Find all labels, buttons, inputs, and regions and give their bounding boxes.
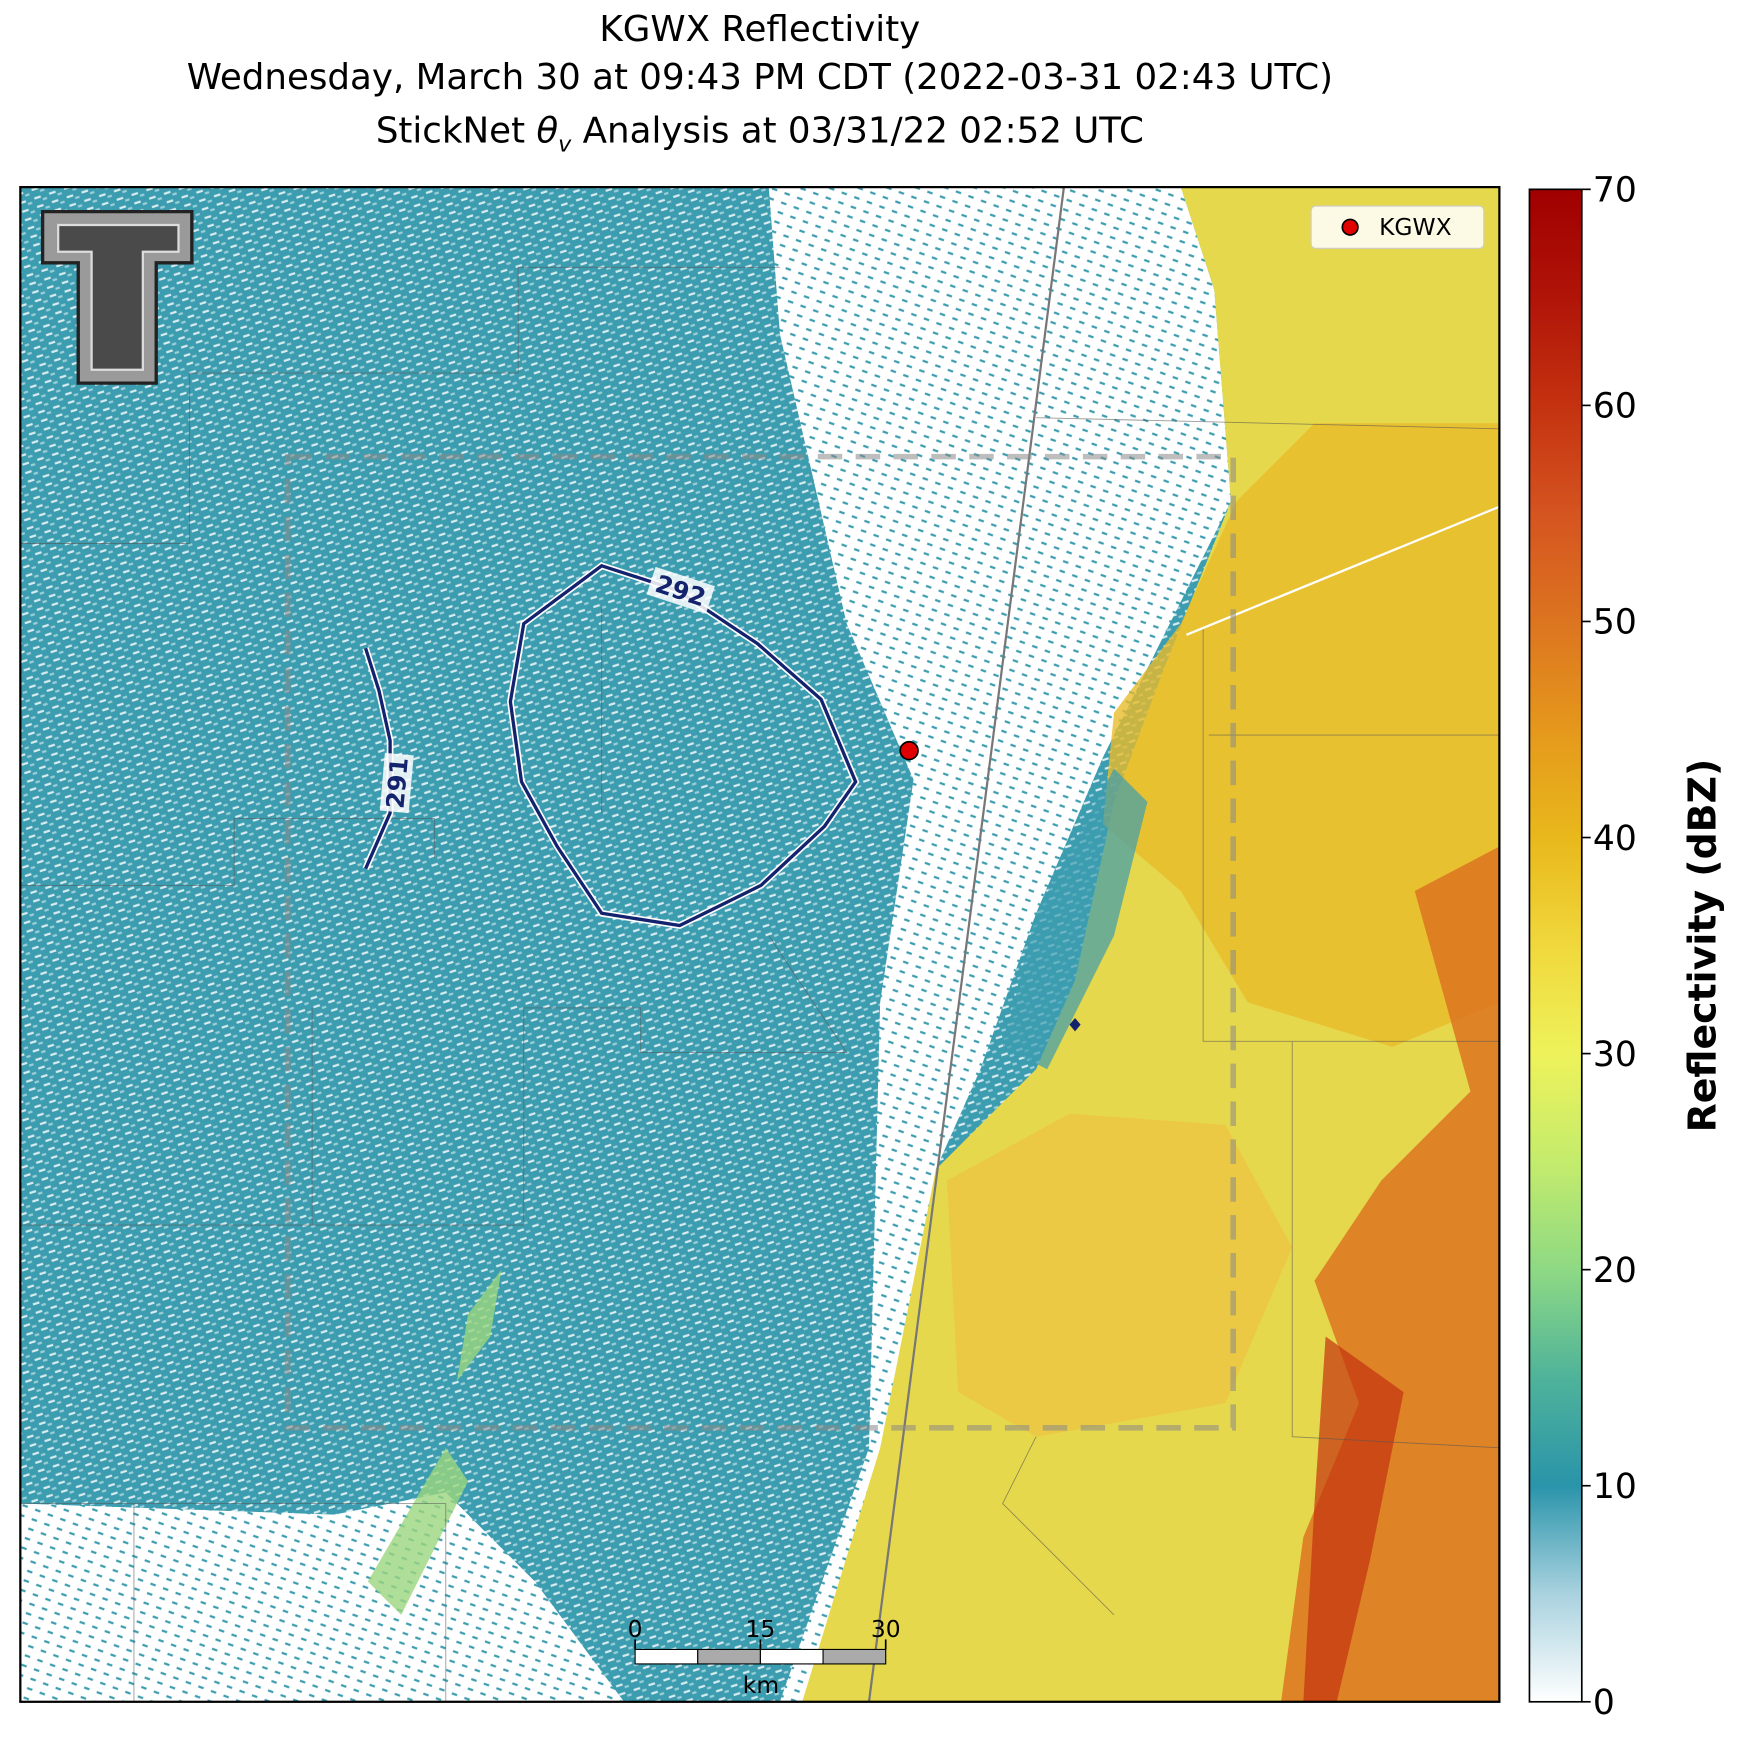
contour-label: 291: [381, 756, 414, 809]
scale-segment: [759, 1648, 824, 1665]
map-frame: [19, 185, 1501, 1703]
colorbar-tick-label: 60: [1593, 387, 1637, 427]
scale-tick-label: 0: [628, 1615, 643, 1643]
colorbar-tick-label: 70: [1593, 171, 1637, 211]
title-line-1: KGWX Reflectivity: [599, 9, 920, 50]
legend-label: KGWX: [1379, 213, 1452, 241]
colorbar-label: Reflectivity (dBZ): [1680, 759, 1724, 1133]
legend-box: [1310, 205, 1485, 249]
scale-tick-label: 30: [871, 1615, 901, 1643]
title-line-2: Wednesday, March 30 at 09:43 PM CDT (202…: [187, 57, 1333, 98]
legend: KGWX: [1310, 205, 1485, 249]
colorbar-tick-label: 40: [1593, 819, 1637, 859]
colorbar-tick-label: 50: [1593, 603, 1637, 643]
state-line: [867, 187, 1066, 1702]
county-lines: [20, 266, 1500, 1702]
legend-marker: [1341, 218, 1359, 236]
gust-front-band: [1002, 768, 1148, 1070]
title-line-3: StickNet θv Analysis at 03/31/22 02:52 U…: [376, 111, 1144, 158]
map: 292 291: [20, 187, 1500, 1702]
scale-unit: km: [743, 1671, 779, 1699]
colorbar-tick-label: 20: [1593, 1251, 1637, 1291]
radar-site: [899, 740, 919, 761]
radial-artifact: [1185, 505, 1500, 636]
moderate-precip: [946, 1113, 1293, 1437]
title-subscript: v: [558, 131, 572, 157]
colorbar-tick-label: 10: [1593, 1467, 1637, 1507]
rain-band: [367, 1269, 502, 1615]
title-text: StickNet: [376, 111, 537, 152]
scale-segment: [822, 1648, 887, 1665]
contour-292: [508, 563, 858, 928]
contour-291: [363, 647, 392, 870]
colorbar-tick-label: 0: [1593, 1683, 1615, 1723]
title-symbol: θ: [536, 111, 558, 152]
title-text: Analysis at 03/31/22 02:52 UTC: [571, 111, 1144, 152]
clear-air-region: [20, 187, 1231, 1702]
colorbar: Reflectivity (dBZ) 0 10 20 30 40 50 60 70: [1528, 171, 1724, 1723]
scale-segment: [634, 1648, 699, 1665]
colorbar-tick-label: 30: [1593, 1035, 1637, 1075]
colorbar-bar: [1528, 188, 1583, 1703]
scale-tick-label: 15: [746, 1615, 776, 1643]
intense-precip: [1303, 1336, 1404, 1702]
logo: [40, 209, 194, 385]
contour-label-bg: [646, 566, 715, 614]
analysis-domain: [284, 453, 1236, 1431]
scale-bar: km 0 15 30: [628, 1615, 901, 1699]
contour-label-bg: [379, 752, 414, 814]
scale-segment: [697, 1648, 761, 1665]
